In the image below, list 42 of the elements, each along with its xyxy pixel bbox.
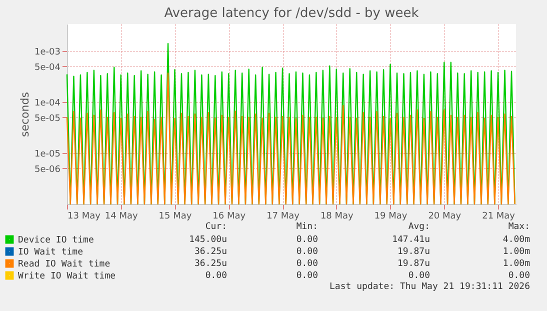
text: 19.87u bbox=[397, 259, 430, 269]
x-tick-label: 14 May bbox=[104, 212, 139, 222]
text: 0.00 bbox=[296, 259, 318, 269]
text: 0.00 bbox=[408, 271, 430, 281]
y-tick-label: 5e-05 bbox=[34, 114, 60, 124]
text: Last update: Thu May 21 19:31:11 2026 bbox=[330, 282, 530, 292]
x-tick-label: 17 May bbox=[266, 212, 300, 222]
text: 19.87u bbox=[397, 247, 430, 257]
y-tick-label: 1e-03 bbox=[34, 48, 60, 58]
x-tick-label: 19 May bbox=[374, 212, 408, 222]
text: Avg: bbox=[408, 222, 430, 232]
text: 0.00 bbox=[296, 247, 318, 257]
x-tick-label: 20 May bbox=[428, 212, 462, 222]
text: 36.25u bbox=[194, 259, 227, 269]
legend-label: Device IO time bbox=[18, 236, 94, 246]
text: 0.00 bbox=[296, 235, 318, 245]
x-tick-label: 21 May bbox=[482, 212, 516, 222]
x-tick-label: 15 May bbox=[158, 212, 192, 222]
text: Cur: bbox=[205, 222, 227, 232]
text: 0.00 bbox=[508, 271, 530, 281]
y-tick-label: 5e-06 bbox=[34, 164, 61, 175]
text: Max: bbox=[508, 222, 530, 232]
chart-title: Average latency for /dev/sdd - by week bbox=[164, 6, 420, 21]
text: Min: bbox=[296, 222, 318, 232]
y-tick-label: 1e-05 bbox=[34, 150, 60, 160]
legend-label: IO Wait time bbox=[18, 248, 84, 258]
legend-label: Read IO Wait time bbox=[18, 260, 110, 270]
legend-label: Write IO Wait time bbox=[18, 272, 116, 282]
text: 4.00m bbox=[502, 235, 530, 245]
text: 147.41u bbox=[392, 235, 430, 245]
text: 0.00 bbox=[296, 271, 318, 281]
text: 1.00m bbox=[502, 247, 530, 257]
text: 36.25u bbox=[194, 247, 227, 257]
y-axis-title: seconds bbox=[18, 92, 32, 137]
x-tick-label: 16 May bbox=[212, 212, 246, 222]
x-tick-label: 13 May bbox=[68, 212, 102, 222]
text: 1.00m bbox=[502, 259, 530, 269]
text: 145.00u bbox=[189, 235, 227, 245]
text: 0.00 bbox=[205, 271, 227, 281]
y-tick-label: 1e-04 bbox=[34, 98, 61, 109]
x-tick-label: 18 May bbox=[320, 212, 354, 222]
y-tick-label: 5e-04 bbox=[34, 62, 61, 73]
